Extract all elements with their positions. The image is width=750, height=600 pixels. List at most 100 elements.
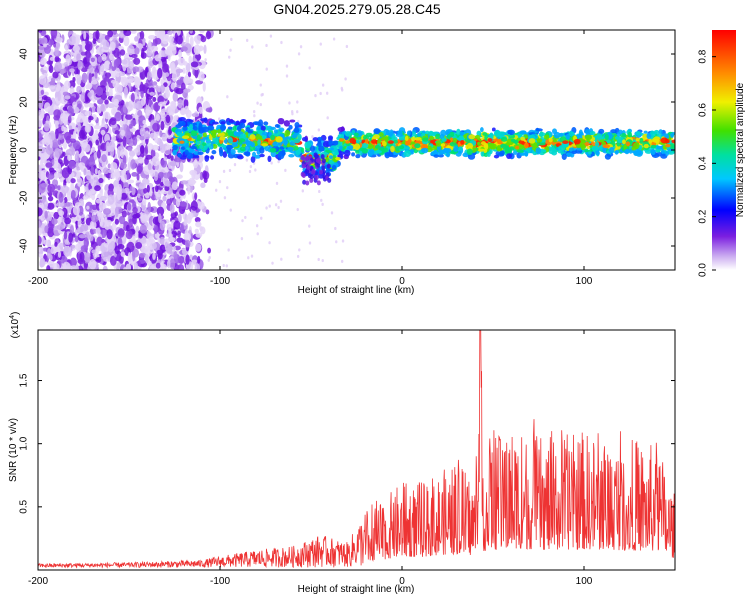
spectrogram-signal-blob [573,138,581,145]
spectrogram-signal-blob [584,129,591,135]
spectrogram-signal-blob [371,139,378,144]
spectrogram-signal-blob [202,132,207,138]
spectrogram-noise-blob [123,86,129,97]
spectrogram-noise-blob [97,56,103,63]
spectrogram-noise-blob [122,103,127,114]
spectrogram-signal-blob [604,133,609,141]
spectrogram-noise-blob [94,71,98,79]
spectrogram-signal-blob [458,146,463,151]
spectrogram-noise-blob [70,265,77,270]
spectrogram-signal-blob [515,145,520,150]
spectrogram-signal-blob [561,153,567,160]
spectrogram-noise-blob [280,257,283,261]
spectrogram-noise-blob [54,61,63,72]
spectrogram-noise-blob [46,60,53,65]
spectrogram-signal-blob [314,153,319,159]
spectrogram-signal-blob [476,141,481,146]
spectrogram-noise-blob [156,249,164,255]
spectrogram-noise-blob [159,84,165,94]
spectrogram-noise-blob [155,113,161,122]
spectrogram-noise-blob [168,233,173,238]
spectrogram-noise-blob [123,30,132,37]
spectrogram-noise-blob [170,100,177,107]
spectrogram-noise-blob [200,226,206,235]
spectrogram-noise-blob [157,67,163,79]
spectrogram-signal-blob [345,140,350,144]
spectrogram-noise-blob [123,36,130,47]
spectrogram-noise-blob [222,169,226,174]
spectrogram-noise-blob [125,101,129,108]
spectrogram-signal-blob [307,160,312,166]
spectrogram-noise-blob [244,215,247,220]
spectrogram-noise-blob [256,101,259,105]
spectrogram-noise-blob [85,38,89,46]
spectrogram-noise-blob [62,91,70,96]
spectrogram-noise-blob [60,112,66,122]
spectrogram-signal-blob [435,140,442,147]
spectrogram-signal-blob [562,140,569,145]
spectrogram-noise-blob [311,135,314,139]
spectrogram-noise-blob [134,47,140,55]
spectrogram-noise-blob [147,201,151,213]
spectrogram-noise-blob [63,246,71,257]
spectrogram-noise-blob [63,196,68,204]
spectrogram-noise-blob [107,163,111,169]
spectrogram-noise-blob [245,38,249,42]
spectrogram-noise-blob [38,220,41,230]
spectrogram-noise-blob [341,239,345,243]
spectrogram-noise-blob [228,55,231,59]
spectrogram-signal-blob [317,141,322,148]
spectrogram-noise-blob [152,81,158,86]
spectrogram-noise-blob [198,106,204,114]
spectrogram-noise-blob [132,66,140,73]
spectrogram-noise-blob [223,196,227,200]
spectrogram-noise-blob [177,230,181,238]
spectrogram-noise-blob [240,237,244,241]
spectrogram-noise-blob [163,156,168,161]
spectrogram-signal-blob [587,151,592,155]
snr-ytick-label: 1.0 [19,436,30,450]
spectrogram-signal-blob [288,124,293,130]
spectrogram-signal-blob [584,134,593,141]
spectrogram-signal-blob [598,128,605,134]
spectrogram-noise-blob [53,211,60,220]
spectrogram-signal-blob [270,134,276,141]
spectrogram-noise-blob [76,172,81,180]
spectrogram-noise-blob [110,172,116,180]
spectrogram-noise-blob [255,224,259,228]
spectrogram-noise-blob [48,64,54,74]
spectrogram-noise-blob [159,130,163,138]
spectrogram-signal-blob [557,145,565,152]
spectrogram-signal-blob [383,147,388,153]
spectrogram-noise-blob [93,151,98,161]
spectrogram-noise-blob [139,30,145,40]
spectrogram-noise-blob [142,197,147,206]
spectrogram-signal-blob [193,155,200,159]
spectrogram-noise-blob [248,169,252,174]
spectrogram-noise-blob [148,235,154,243]
spectrogram-signal-blob [287,146,294,152]
spectrogram-noise-blob [77,121,81,131]
spectrogram-noise-blob [125,114,133,120]
spectrogram-noise-blob [92,38,97,45]
spectrogram-noise-blob [195,221,202,228]
snr-xtick-label: -100 [210,576,230,587]
spectrogram-signal-blob [604,153,611,160]
spectrogram-signal-blob [466,148,473,156]
spectrogram-noise-blob [225,264,228,268]
spectrogram-signal-blob [293,127,300,133]
spectrogram-signal-blob [353,143,361,151]
spectrogram-noise-blob [241,219,244,223]
spectrogram-noise-blob [102,265,108,270]
spectrogram-noise-blob [119,49,126,56]
spectrogram-noise-blob [194,67,199,79]
spectrogram-noise-blob [84,223,89,232]
spectrogram-signal-blob [442,148,450,153]
spectrogram-noise-blob [75,264,79,270]
spectrogram-noise-blob [136,165,143,174]
spectrogram-noise-blob [335,240,338,244]
spectrogram-signal-blob [351,152,356,157]
spectrogram-noise-blob [86,205,90,210]
spectrogram-signal-blob [364,138,369,144]
spectrogram-noise-blob [70,244,76,249]
